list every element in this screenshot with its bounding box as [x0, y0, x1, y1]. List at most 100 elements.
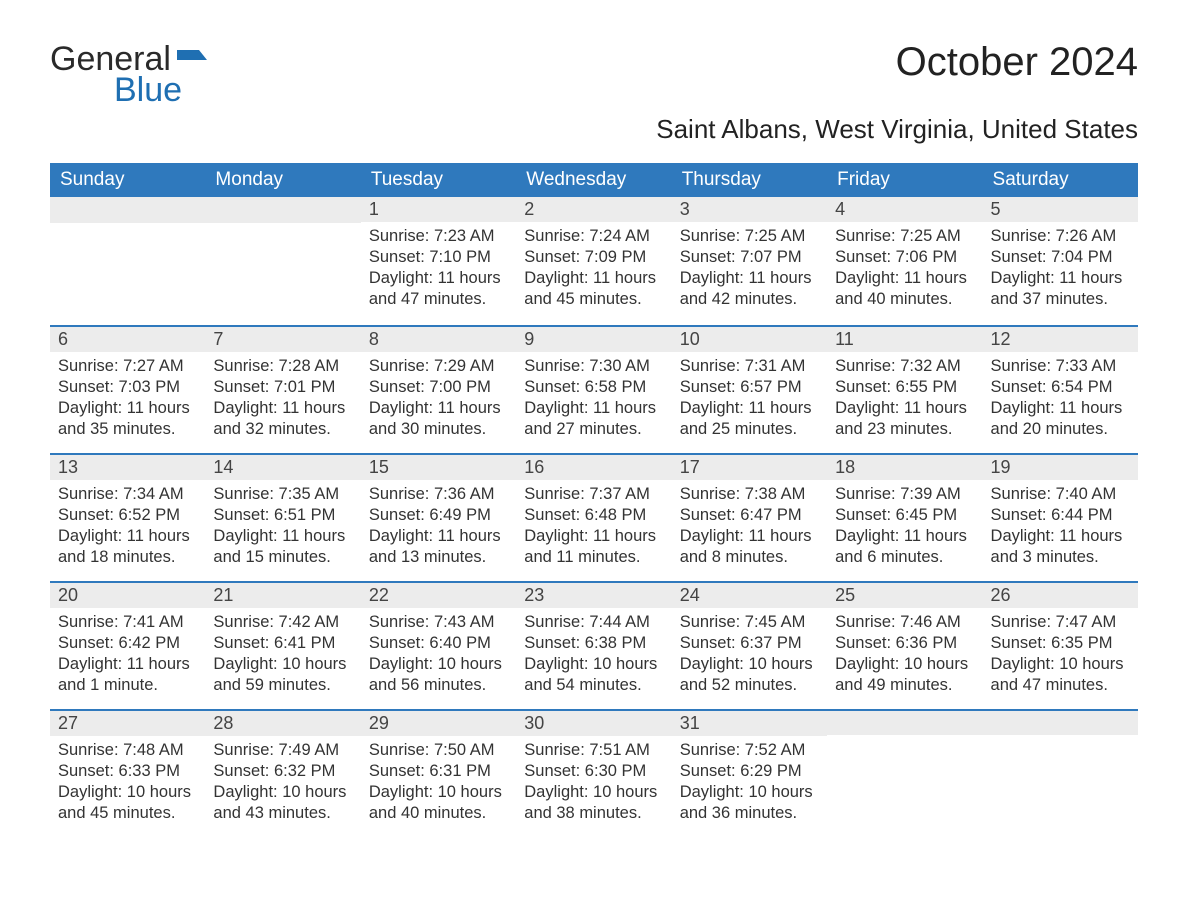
- daylight-line: Daylight: 10 hours and 40 minutes.: [369, 783, 502, 822]
- daylight-line: Daylight: 11 hours and 42 minutes.: [680, 269, 812, 308]
- weekday-header: Friday: [827, 163, 982, 197]
- daylight-line: Daylight: 10 hours and 59 minutes.: [213, 655, 346, 694]
- day-number: 22: [361, 581, 516, 608]
- day-number: 9: [516, 325, 671, 352]
- calendar-day-cell: 20Sunrise: 7:41 AMSunset: 6:42 PMDayligh…: [50, 581, 205, 709]
- daylight-line: Daylight: 11 hours and 13 minutes.: [369, 527, 501, 566]
- daylight-line: Daylight: 10 hours and 36 minutes.: [680, 783, 813, 822]
- daylight-line: Daylight: 10 hours and 54 minutes.: [524, 655, 657, 694]
- sunset-line: Sunset: 7:00 PM: [369, 378, 491, 396]
- daylight-line: Daylight: 10 hours and 47 minutes.: [991, 655, 1124, 694]
- daylight-line: Daylight: 10 hours and 38 minutes.: [524, 783, 657, 822]
- sunset-line: Sunset: 6:37 PM: [680, 634, 802, 652]
- sunrise-line: Sunrise: 7:26 AM: [991, 227, 1117, 245]
- day-details: Sunrise: 7:39 AMSunset: 6:45 PMDaylight:…: [827, 480, 982, 576]
- daylight-line: Daylight: 11 hours and 30 minutes.: [369, 399, 501, 438]
- day-details: Sunrise: 7:50 AMSunset: 6:31 PMDaylight:…: [361, 736, 516, 832]
- sunset-line: Sunset: 6:30 PM: [524, 762, 646, 780]
- day-number-empty: [827, 709, 982, 735]
- day-number: 2: [516, 197, 671, 222]
- day-details: Sunrise: 7:31 AMSunset: 6:57 PMDaylight:…: [672, 352, 827, 448]
- sunset-line: Sunset: 6:33 PM: [58, 762, 180, 780]
- sunrise-line: Sunrise: 7:43 AM: [369, 613, 495, 631]
- sunset-line: Sunset: 6:54 PM: [991, 378, 1113, 396]
- sunset-line: Sunset: 6:44 PM: [991, 506, 1113, 524]
- day-number: 29: [361, 709, 516, 736]
- calendar-day-cell: 21Sunrise: 7:42 AMSunset: 6:41 PMDayligh…: [205, 581, 360, 709]
- page-title: October 2024: [896, 40, 1138, 85]
- day-details: Sunrise: 7:34 AMSunset: 6:52 PMDaylight:…: [50, 480, 205, 576]
- day-number: 11: [827, 325, 982, 352]
- calendar-day-cell: 4Sunrise: 7:25 AMSunset: 7:06 PMDaylight…: [827, 197, 982, 325]
- day-number: 30: [516, 709, 671, 736]
- day-details: Sunrise: 7:37 AMSunset: 6:48 PMDaylight:…: [516, 480, 671, 576]
- day-details: Sunrise: 7:47 AM Sunset: 6:35 PM Daylight:…: [983, 608, 1138, 704]
- calendar-day-cell: 7Sunrise: 7:28 AMSunset: 7:01 PMDaylight…: [205, 325, 360, 453]
- daylight-line: Daylight: 11 hours and 32 minutes.: [213, 399, 345, 438]
- sunrise-line: Sunrise: 7:36 AM: [369, 485, 495, 503]
- calendar-day-cell: 19Sunrise: 7:40 AMSunset: 6:44 PMDayligh…: [983, 453, 1138, 581]
- calendar-day-cell: 31Sunrise: 7:52 AMSunset: 6:29 PMDayligh…: [672, 709, 827, 837]
- daylight-line: Daylight: 11 hours and 40 minutes.: [835, 269, 967, 308]
- day-number: 3: [672, 197, 827, 222]
- weekday-header: Wednesday: [516, 163, 671, 197]
- day-details: Sunrise: 7:35 AMSunset: 6:51 PMDaylight:…: [205, 480, 360, 576]
- day-details: Sunrise: 7:42 AMSunset: 6:41 PMDaylight:…: [205, 608, 360, 704]
- calendar-day-cell: 24Sunrise: 7:45 AMSunset: 6:37 PMDayligh…: [672, 581, 827, 709]
- day-details: Sunrise: 7:44 AMSunset: 6:38 PMDaylight:…: [516, 608, 671, 704]
- sunset-line: Sunset: 6:35 PM: [991, 634, 1113, 652]
- sunset-line: Sunset: 6:38 PM: [524, 634, 646, 652]
- page-subtitle: Saint Albans, West Virginia, United Stat…: [50, 114, 1138, 145]
- day-number: 16: [516, 453, 671, 480]
- calendar-day-cell: 30 Sunrise: 7:51 AM Sunset: 6:30 PM Dayligh…: [516, 709, 671, 837]
- sunset-line: Sunset: 6:42 PM: [58, 634, 180, 652]
- sunset-line: Sunset: 6:58 PM: [524, 378, 646, 396]
- weekday-header: Tuesday: [361, 163, 516, 197]
- sunrise-line: Sunrise: 7:51 AM: [524, 741, 650, 759]
- day-number-empty: [50, 197, 205, 223]
- sunset-line: Sunset: 6:36 PM: [835, 634, 957, 652]
- sunset-line: Sunset: 6:57 PM: [680, 378, 802, 396]
- sunrise-line: Sunrise: 7:47 AM: [991, 613, 1117, 631]
- calendar-day-cell: 23Sunrise: 7:44 AMSunset: 6:38 PMDayligh…: [516, 581, 671, 709]
- sunrise-line: Sunrise: 7:40 AM: [991, 485, 1117, 503]
- day-number: 17: [672, 453, 827, 480]
- day-details: Sunrise: 7:38 AMSunset: 6:47 PMDaylight:…: [672, 480, 827, 576]
- day-number: 26: [983, 581, 1138, 608]
- calendar-day-cell: 26 Sunrise: 7:47 AM Sunset: 6:35 PM Dayligh…: [983, 581, 1138, 709]
- calendar-day-cell: 11Sunrise: 7:32 AMSunset: 6:55 PMDayligh…: [827, 325, 982, 453]
- calendar-day-cell: 13Sunrise: 7:34 AMSunset: 6:52 PMDayligh…: [50, 453, 205, 581]
- daylight-line: Daylight: 11 hours and 23 minutes.: [835, 399, 967, 438]
- day-number: 14: [205, 453, 360, 480]
- day-number: 18: [827, 453, 982, 480]
- day-details: Sunrise: 7:48 AMSunset: 6:33 PMDaylight:…: [50, 736, 205, 832]
- logo-word-blue: Blue: [114, 71, 207, 110]
- sunrise-line: Sunrise: 7:41 AM: [58, 613, 184, 631]
- day-details: Sunrise: 7:51 AM Sunset: 6:30 PM Daylight:…: [516, 736, 671, 832]
- calendar-empty-cell: [827, 709, 982, 837]
- day-number: 27: [50, 709, 205, 736]
- day-number: 15: [361, 453, 516, 480]
- sunset-line: Sunset: 7:10 PM: [369, 248, 491, 266]
- weekday-header: Monday: [205, 163, 360, 197]
- day-details: Sunrise: 7:43 AMSunset: 6:40 PMDaylight:…: [361, 608, 516, 704]
- daylight-line: Daylight: 11 hours and 1 minute.: [58, 655, 190, 694]
- daylight-line: Daylight: 11 hours and 47 minutes.: [369, 269, 501, 308]
- sunrise-line: Sunrise: 7:37 AM: [524, 485, 650, 503]
- daylight-line: Daylight: 10 hours and 56 minutes.: [369, 655, 502, 694]
- daylight-line: Daylight: 11 hours and 20 minutes.: [991, 399, 1123, 438]
- day-number: 5: [983, 197, 1138, 222]
- calendar-day-cell: 17Sunrise: 7:38 AMSunset: 6:47 PMDayligh…: [672, 453, 827, 581]
- daylight-line: Daylight: 11 hours and 8 minutes.: [680, 527, 812, 566]
- day-number: 4: [827, 197, 982, 222]
- daylight-line: Daylight: 11 hours and 27 minutes.: [524, 399, 656, 438]
- daylight-line: Daylight: 11 hours and 35 minutes.: [58, 399, 190, 438]
- day-details: Sunrise: 7:32 AMSunset: 6:55 PMDaylight:…: [827, 352, 982, 448]
- day-details: Sunrise: 7:41 AM Sunset: 6:42 PM Daylight:…: [50, 608, 205, 704]
- calendar-day-cell: 14Sunrise: 7:35 AMSunset: 6:51 PMDayligh…: [205, 453, 360, 581]
- calendar-day-cell: 12Sunrise: 7:33 AMSunset: 6:54 PMDayligh…: [983, 325, 1138, 453]
- day-details: Sunrise: 7:36 AMSunset: 6:49 PMDaylight:…: [361, 480, 516, 576]
- calendar-day-cell: 27Sunrise: 7:48 AMSunset: 6:33 PMDayligh…: [50, 709, 205, 837]
- sunrise-line: Sunrise: 7:35 AM: [213, 485, 339, 503]
- day-details: Sunrise: 7:28 AMSunset: 7:01 PMDaylight:…: [205, 352, 360, 448]
